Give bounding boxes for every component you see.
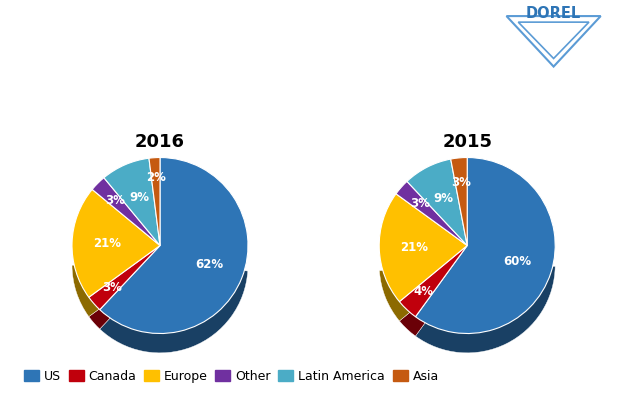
Text: 2015: 2015 xyxy=(442,133,492,151)
Wedge shape xyxy=(399,246,467,317)
Wedge shape xyxy=(100,158,248,333)
Wedge shape xyxy=(100,265,248,353)
Text: 3%: 3% xyxy=(102,281,122,294)
Legend: US, Canada, Europe, Other, Latin America, Asia: US, Canada, Europe, Other, Latin America… xyxy=(19,365,444,388)
Text: 9%: 9% xyxy=(433,192,453,205)
Text: Geographical Distribution of: Geographical Distribution of xyxy=(19,24,342,43)
Wedge shape xyxy=(407,159,467,246)
Text: 60%: 60% xyxy=(503,255,531,268)
Wedge shape xyxy=(149,158,160,246)
Wedge shape xyxy=(89,246,160,310)
Wedge shape xyxy=(380,265,467,321)
Polygon shape xyxy=(506,16,601,67)
Wedge shape xyxy=(104,158,160,246)
Wedge shape xyxy=(72,265,160,317)
Text: 2016: 2016 xyxy=(135,133,185,151)
Wedge shape xyxy=(72,189,160,297)
Text: 21%: 21% xyxy=(93,237,121,250)
Text: 2%: 2% xyxy=(146,171,166,183)
Wedge shape xyxy=(92,178,160,246)
Text: Total Revenue: Total Revenue xyxy=(19,67,180,86)
Text: 3%: 3% xyxy=(451,176,471,189)
Text: 4%: 4% xyxy=(414,285,434,298)
Text: 21%: 21% xyxy=(401,241,428,254)
Text: 9%: 9% xyxy=(129,190,149,204)
Wedge shape xyxy=(396,181,467,246)
Wedge shape xyxy=(399,265,467,336)
Wedge shape xyxy=(380,194,467,302)
Wedge shape xyxy=(451,158,467,246)
Text: DOREL: DOREL xyxy=(526,6,581,21)
Wedge shape xyxy=(415,158,555,333)
Text: 62%: 62% xyxy=(195,259,223,271)
Wedge shape xyxy=(89,265,160,329)
Text: 3%: 3% xyxy=(105,194,125,207)
Text: 3%: 3% xyxy=(410,197,429,210)
Wedge shape xyxy=(415,265,555,353)
